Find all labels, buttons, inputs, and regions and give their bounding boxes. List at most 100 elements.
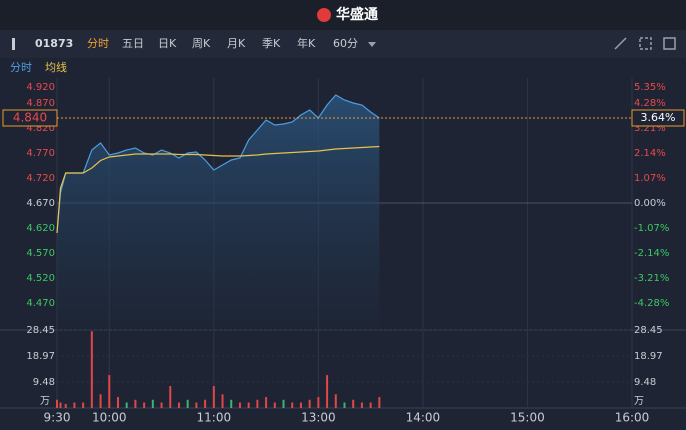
x-tick-label: 16:00	[615, 411, 650, 425]
toolbar-icons	[614, 37, 676, 50]
volume-bar	[56, 399, 58, 408]
x-tick-label: 13:00	[301, 411, 336, 425]
vol-tick-label: 9.48	[33, 377, 55, 388]
volume-bar	[177, 402, 180, 408]
toolbar	[0, 30, 686, 58]
period-tab[interactable]: 分时	[87, 37, 109, 50]
volume-bar	[308, 399, 311, 408]
volume-bar	[352, 399, 355, 408]
price-area	[57, 95, 380, 328]
last-change-label: 3.64%	[641, 111, 676, 124]
vol-tick-label: 28.45	[26, 325, 55, 336]
volume-bar	[212, 386, 215, 408]
last-price-label: 4.840	[13, 111, 47, 125]
volume-bar	[334, 394, 337, 408]
sidebar-toggle[interactable]	[12, 38, 15, 50]
y-tick-label: 4.470	[26, 298, 55, 309]
volume-bar	[125, 402, 128, 408]
y-tick-label: 4.720	[26, 173, 55, 184]
series-line	[56, 145, 380, 234]
period-tab[interactable]: 五日	[122, 37, 144, 50]
volume-bar	[256, 399, 259, 408]
volume-bar	[108, 375, 111, 408]
volume-bar	[247, 402, 250, 408]
volume-bar	[299, 402, 302, 408]
y-tick-label: 4.920	[26, 82, 55, 93]
draw-icon[interactable]	[614, 37, 627, 50]
subbar	[0, 58, 686, 78]
volume-bar	[82, 402, 85, 408]
volume-bar	[378, 397, 381, 408]
symbol: 01873	[35, 37, 73, 50]
vol-tick-label: 28.45	[634, 325, 663, 336]
y2-tick-label: -1.07%	[634, 223, 669, 234]
y-tick-label: 4.870	[26, 98, 55, 109]
vol-tick-label: 18.97	[26, 351, 55, 362]
layout-icon[interactable]	[663, 37, 676, 50]
x-tick-label: 11:00	[197, 411, 232, 425]
volume-bar	[343, 402, 346, 408]
y-tick-label: 4.520	[26, 273, 55, 284]
volume-bar	[230, 399, 233, 408]
volume-bar	[169, 386, 172, 408]
y-tick-label: 4.770	[26, 148, 55, 159]
volume-bar	[291, 402, 294, 408]
volume-bar	[59, 402, 62, 408]
volume-bar	[90, 331, 93, 408]
period-tab[interactable]: 周K	[192, 37, 211, 50]
x-tick-label: 10:00	[92, 411, 127, 425]
y2-tick-label: 3.21%	[634, 123, 666, 134]
volume-bar	[317, 397, 320, 408]
y2-tick-label: 4.28%	[634, 98, 666, 109]
volume-bar	[143, 402, 146, 408]
series-line	[56, 94, 380, 234]
app-title: 华盛通	[336, 6, 378, 23]
y2-tick-label: 5.35%	[634, 82, 666, 93]
series-tab[interactable]: 分时	[10, 61, 32, 74]
volume-bar	[238, 402, 241, 408]
volume-bar	[369, 402, 372, 408]
last-change-box	[631, 109, 685, 127]
volume-bar	[116, 397, 119, 408]
volume-bar	[195, 402, 198, 408]
volume-bar	[265, 397, 268, 408]
y2-tick-label: 0.00%	[634, 198, 666, 209]
vol-unit: 万	[40, 396, 50, 407]
volume-bar	[73, 402, 76, 408]
volume-bar	[221, 394, 224, 408]
y-tick-label: 4.620	[26, 223, 55, 234]
period-tab[interactable]: 年K	[297, 36, 316, 50]
logo	[317, 8, 331, 22]
y2-tick-label: -2.14%	[634, 248, 669, 259]
y2-tick-label: 1.07%	[634, 173, 666, 184]
y2-tick-label: -3.21%	[634, 273, 669, 284]
volume-bar	[282, 399, 285, 408]
volume-bar	[151, 399, 154, 408]
vol-tick-label: 18.97	[634, 351, 663, 362]
period-tab[interactable]: 日K	[158, 37, 177, 50]
header-bar	[0, 0, 686, 30]
y2-tick-label: -4.28%	[634, 298, 669, 309]
period-tab[interactable]: 季K	[262, 37, 281, 50]
y-tick-label: 4.570	[26, 248, 55, 259]
volume-bar	[99, 394, 102, 408]
x-tick-label: 14:00	[406, 411, 441, 425]
period-tab[interactable]: 60分	[333, 37, 358, 50]
last-price-box	[2, 109, 58, 127]
volume-bar	[160, 402, 163, 408]
volume-bar	[273, 402, 276, 408]
series-tab[interactable]: 均线	[45, 60, 67, 74]
y2-tick-label: 2.14%	[634, 148, 666, 159]
fullscreen-icon[interactable]	[639, 37, 652, 50]
dropdown-arrow[interactable]	[368, 42, 376, 47]
volume-bar	[186, 399, 189, 408]
period-tab[interactable]: 月K	[227, 37, 246, 50]
y-tick-label: 4.670	[26, 198, 55, 209]
x-tick-label: 15:00	[510, 411, 545, 425]
volume-bar	[204, 399, 207, 408]
x-tick-label: 9:30	[44, 411, 71, 425]
volume-bar	[64, 403, 67, 408]
volume-bar	[326, 375, 329, 408]
